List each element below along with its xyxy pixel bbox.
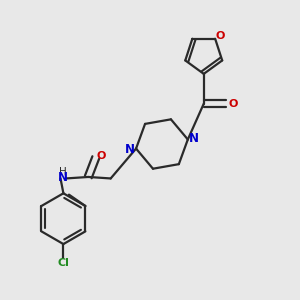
Text: O: O	[228, 99, 237, 109]
Text: O: O	[216, 32, 225, 41]
Text: N: N	[189, 132, 199, 146]
Text: Cl: Cl	[58, 259, 69, 269]
Text: H: H	[59, 167, 67, 177]
Text: N: N	[125, 143, 135, 156]
Text: N: N	[58, 171, 68, 184]
Text: O: O	[96, 151, 106, 161]
